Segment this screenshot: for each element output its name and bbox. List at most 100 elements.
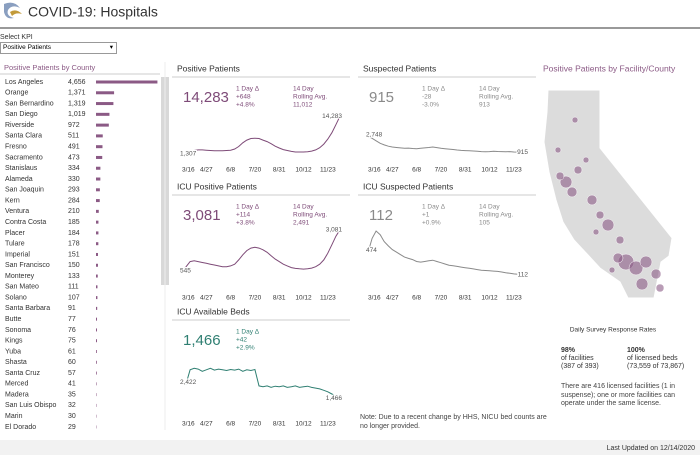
kpi-value: 112	[369, 207, 393, 224]
county-name: Santa Clara	[5, 133, 42, 140]
end-label: 112	[518, 272, 529, 279]
x-tick-label: 8/31	[459, 167, 472, 174]
x-tick-label: 3/16	[182, 295, 195, 302]
end-label: 2,748	[366, 132, 383, 139]
county-value: 35	[68, 391, 76, 398]
series-line	[181, 229, 341, 274]
dropdown-value: Positive Patients	[3, 44, 52, 51]
county-name: Santa Cruz	[5, 370, 41, 377]
county-bar	[96, 285, 98, 289]
end-label: 1,466	[326, 395, 343, 402]
county-name: Los Angeles	[5, 79, 44, 86]
county-name: Solano	[5, 294, 27, 301]
county-value: 150	[68, 262, 80, 269]
county-name: Contra Costa	[5, 219, 46, 226]
county-bar	[96, 231, 99, 235]
county-bar	[96, 188, 100, 192]
survey-label: of facilities	[561, 355, 594, 362]
county-bar	[96, 252, 98, 256]
county-name: Yuba	[5, 348, 21, 355]
x-tick-label: 8/31	[273, 295, 286, 302]
county-bar	[96, 177, 101, 181]
kpi-value: 14,283	[183, 89, 229, 106]
x-tick-label: 4/27	[386, 295, 399, 302]
end-label: 3,081	[326, 226, 343, 233]
county-value: 330	[68, 176, 80, 183]
county-name: Sacramento	[5, 154, 43, 161]
county-name: Orange	[5, 90, 28, 97]
kpi-dropdown[interactable]: Positive Patients ▾	[0, 42, 117, 54]
survey-pct: 100%	[627, 347, 646, 354]
county-bar	[96, 80, 158, 84]
county-bar	[96, 274, 98, 278]
series-line	[367, 136, 527, 153]
county-name: Madera	[5, 391, 29, 398]
x-tick-label: 10/12	[481, 295, 498, 302]
county-name: Kern	[5, 197, 20, 204]
county-value: 4,656	[68, 79, 86, 86]
series-line	[181, 367, 341, 399]
county-name: Merced	[5, 381, 28, 388]
county-name: Santa Barbara	[5, 305, 50, 312]
county-bar	[96, 306, 98, 310]
kpi-avg: Rolling Avg.	[293, 212, 327, 219]
kpi-avg: Rolling Avg.	[479, 212, 513, 219]
survey-title: Daily Survey Response Rates	[570, 327, 657, 334]
county-bar	[96, 155, 103, 159]
county-bar	[96, 328, 98, 332]
county-name: Placer	[5, 230, 26, 237]
county-value: 491	[68, 144, 80, 151]
x-tick-label: 7/20	[249, 421, 262, 428]
kpi-value: 3,081	[183, 207, 221, 224]
county-bar	[96, 209, 99, 213]
county-value: 75	[68, 338, 76, 345]
county-name: Tulare	[5, 241, 25, 248]
x-tick-label: 4/27	[200, 167, 213, 174]
kpi-avg: 14 Day	[293, 204, 314, 211]
county-value: 41	[68, 381, 76, 388]
x-tick-label: 10/12	[295, 167, 312, 174]
county-value: 30	[68, 413, 76, 420]
x-tick-label: 7/20	[435, 295, 448, 302]
county-bar	[96, 350, 97, 353]
kpi-day: +42	[236, 337, 247, 344]
county-name: Monterey	[5, 273, 35, 280]
end-label: 915	[517, 149, 528, 156]
county-bar	[96, 199, 100, 203]
kpi-avg: 14 Day	[479, 86, 500, 93]
county-bar	[96, 371, 97, 375]
kpi-day: -28	[422, 94, 432, 101]
county-bar	[96, 360, 97, 364]
county-value: 107	[68, 294, 80, 301]
county-value: 32	[68, 402, 76, 409]
county-value: 76	[68, 327, 76, 334]
kpi-day: 1 Day Δ	[236, 86, 260, 93]
last-updated: Last Updated on 12/14/2020	[607, 445, 695, 452]
county-name: Butte	[5, 316, 21, 323]
x-tick-label: 11/23	[506, 167, 522, 174]
county-bar	[96, 220, 99, 224]
x-tick-label: 11/23	[320, 421, 336, 428]
panel-title: Suspected Patients	[363, 63, 436, 73]
kpi-value: 1,466	[183, 332, 221, 349]
panel-title: ICU Available Beds	[177, 306, 250, 316]
county-value: 184	[68, 230, 80, 237]
page-title: COVID-19: Hospitals	[28, 4, 158, 20]
county-name: Ventura	[5, 208, 29, 215]
kpi-avg: 11,012	[293, 102, 313, 109]
county-name: Riverside	[5, 122, 34, 129]
county-value: 293	[68, 187, 80, 194]
county-name: Fresno	[5, 144, 27, 151]
county-name: Shasta	[5, 359, 27, 366]
kpi-day: +1	[422, 212, 430, 219]
county-name: Kings	[5, 338, 23, 345]
x-tick-label: 4/27	[386, 167, 399, 174]
county-value: 334	[68, 165, 80, 172]
county-bar	[96, 166, 101, 170]
county-bar	[96, 112, 110, 116]
county-bar	[96, 102, 114, 106]
select-label: Select KPI	[0, 34, 33, 41]
county-name: San Mateo	[5, 284, 39, 291]
county-value: 178	[68, 241, 80, 248]
